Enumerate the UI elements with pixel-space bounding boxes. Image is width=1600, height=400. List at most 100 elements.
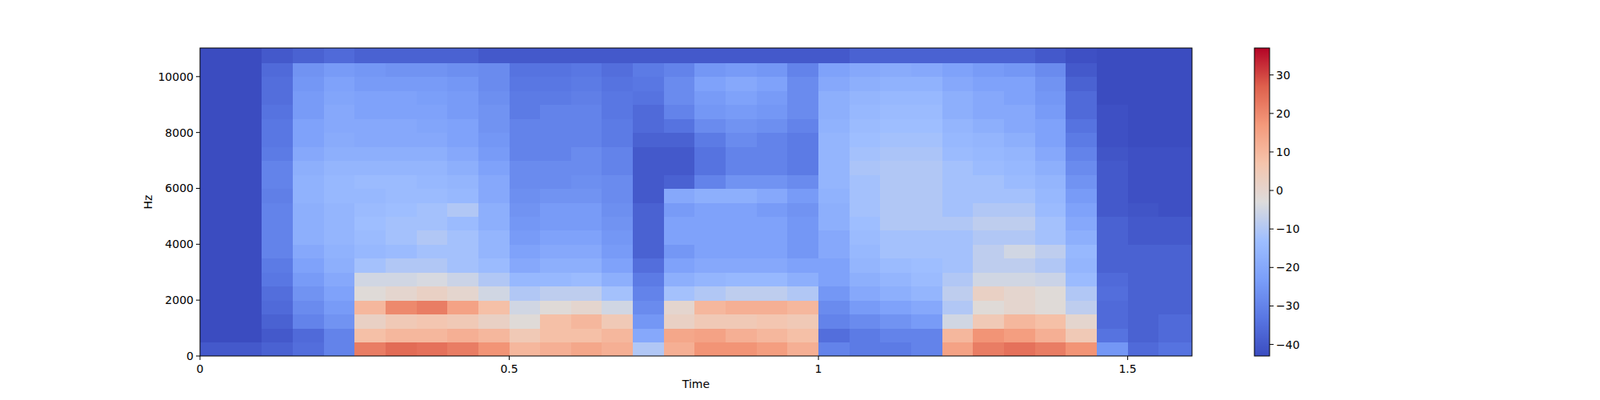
cell — [261, 342, 293, 356]
y-tick-label: 10000 — [157, 70, 194, 84]
cell — [664, 76, 696, 92]
cell — [447, 328, 479, 343]
cell — [911, 90, 943, 105]
cell — [1096, 146, 1128, 161]
cell — [880, 160, 912, 176]
cell — [1035, 62, 1067, 77]
cell — [725, 244, 757, 259]
cell — [601, 90, 633, 105]
cell — [601, 188, 633, 203]
cell — [1158, 174, 1190, 189]
cell — [231, 48, 263, 64]
cell — [324, 314, 356, 329]
cell — [818, 314, 850, 329]
cell — [540, 146, 572, 161]
cell — [1096, 258, 1128, 273]
cell — [261, 286, 293, 301]
cell — [1096, 314, 1128, 329]
cell — [1004, 160, 1036, 176]
cell — [1065, 272, 1097, 287]
cell — [447, 272, 479, 287]
cell — [385, 188, 417, 203]
cell — [725, 300, 757, 315]
cell — [354, 90, 386, 105]
cell — [664, 272, 696, 287]
cell — [942, 314, 974, 329]
cell — [447, 118, 479, 133]
cell — [911, 118, 943, 133]
cell — [664, 342, 696, 356]
cell — [880, 174, 912, 189]
cell — [849, 272, 881, 287]
cell — [880, 314, 912, 329]
cell — [972, 188, 1004, 203]
cell — [972, 342, 1004, 356]
cell — [571, 286, 603, 301]
cell — [385, 286, 417, 301]
cell — [354, 342, 386, 356]
cell — [324, 48, 356, 64]
cell — [478, 202, 510, 217]
cell — [231, 146, 263, 161]
cell — [478, 118, 510, 133]
cell — [787, 328, 819, 343]
cell — [1004, 146, 1036, 161]
cell — [261, 258, 293, 273]
cell — [292, 48, 324, 64]
cell — [416, 160, 448, 176]
cell — [632, 328, 664, 343]
cell — [849, 216, 881, 231]
cell — [324, 342, 356, 356]
cell — [447, 314, 479, 329]
cell — [601, 174, 633, 189]
cell — [972, 174, 1004, 189]
cell — [1128, 314, 1160, 329]
y-tick-label: 8000 — [164, 126, 194, 140]
cell — [818, 230, 850, 245]
cell — [880, 62, 912, 77]
cell — [1065, 328, 1097, 343]
cell — [385, 244, 417, 259]
cell — [632, 62, 664, 77]
cell — [447, 76, 479, 92]
cell — [694, 258, 726, 273]
cell — [880, 342, 912, 356]
cell — [787, 132, 819, 148]
cell — [540, 132, 572, 148]
cell — [694, 342, 726, 356]
y-tick — [196, 356, 200, 357]
cell — [787, 202, 819, 217]
cell — [1128, 104, 1160, 120]
cell — [787, 272, 819, 287]
cell — [571, 132, 603, 148]
cell — [292, 244, 324, 259]
cell — [416, 216, 448, 231]
cell — [818, 90, 850, 105]
cell — [571, 258, 603, 273]
cell — [725, 202, 757, 217]
cell — [725, 258, 757, 273]
cell — [324, 160, 356, 176]
cell — [972, 216, 1004, 231]
cell — [818, 300, 850, 315]
cell — [664, 216, 696, 231]
cell — [1065, 146, 1097, 161]
cell — [447, 244, 479, 259]
cell — [385, 62, 417, 77]
cell — [478, 132, 510, 148]
x-tick — [818, 356, 820, 360]
cell — [416, 342, 448, 356]
cell — [1035, 118, 1067, 133]
cell — [261, 328, 293, 343]
cell — [292, 104, 324, 120]
cell — [725, 146, 757, 161]
cell — [1035, 342, 1067, 356]
cell — [1128, 230, 1160, 245]
cell — [632, 314, 664, 329]
colorbar-tick-label: −30 — [1276, 299, 1300, 312]
cell — [292, 314, 324, 329]
cell — [416, 286, 448, 301]
cell — [1065, 132, 1097, 148]
cell — [200, 174, 232, 189]
colorbar-tick-label: 20 — [1276, 107, 1291, 120]
